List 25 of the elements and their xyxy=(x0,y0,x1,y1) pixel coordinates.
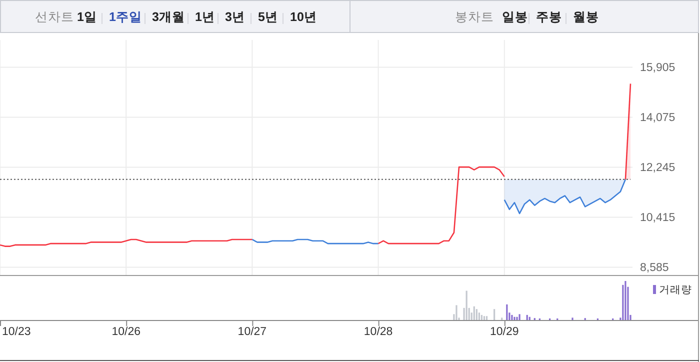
text: 1주일 xyxy=(109,10,142,24)
text: 월봉 xyxy=(573,10,599,24)
x-tick-label: 10/23 xyxy=(2,326,31,338)
x-tick-label: 10/28 xyxy=(364,326,393,338)
text: 10년 xyxy=(290,10,317,24)
line-series xyxy=(378,166,506,244)
text: 5년 xyxy=(258,10,278,24)
text: 일봉 xyxy=(502,10,528,24)
y-tick-label: 14,075 xyxy=(640,112,676,124)
y-tick-label: 10,415 xyxy=(640,212,676,224)
x-tick-label: 10/26 xyxy=(112,326,140,338)
text: 3년 xyxy=(225,10,245,24)
legend-label: 거래량 xyxy=(659,284,692,296)
y-tick-label: 15,905 xyxy=(640,62,676,74)
x-tick-label: 10/27 xyxy=(238,326,267,338)
text: 3개월 xyxy=(152,10,185,24)
text: 1일 xyxy=(77,10,97,24)
line-series xyxy=(0,238,253,247)
text: 주봉 xyxy=(536,10,562,24)
x-tick-label: 10/29 xyxy=(490,326,519,338)
text: 봉차트 xyxy=(455,10,494,24)
text: 선차트 xyxy=(35,10,74,24)
y-tick-label: 12,245 xyxy=(640,162,676,174)
text: 1년 xyxy=(195,10,215,24)
y-tick-label: 8,585 xyxy=(640,262,669,274)
